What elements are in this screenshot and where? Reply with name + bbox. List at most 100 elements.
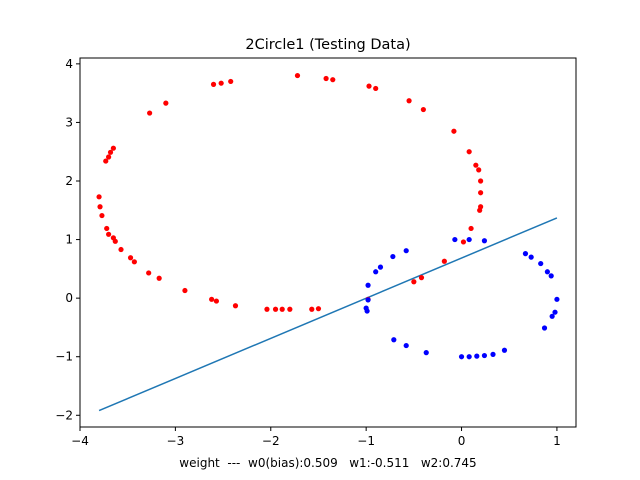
data-point-series-1-9 bbox=[373, 269, 379, 275]
y-tick-label-0: −2 bbox=[55, 408, 73, 422]
data-point-series-1-20 bbox=[391, 337, 397, 343]
data-point-series-1-23 bbox=[501, 347, 508, 353]
data-point-series-0-39 bbox=[418, 275, 425, 281]
data-point-series-0-4 bbox=[218, 80, 224, 86]
x-tick-label-0: −4 bbox=[71, 434, 89, 448]
data-point-series-0-19 bbox=[476, 167, 482, 173]
data-point-series-1-17 bbox=[552, 309, 558, 315]
plot-area-frame bbox=[79, 57, 577, 428]
data-point-series-0-8 bbox=[163, 100, 169, 106]
x-axis-label: weight --- w0(bias):0.509 w1:-0.511 w2:0… bbox=[179, 456, 476, 470]
data-point-series-0-36 bbox=[441, 258, 447, 264]
x-tick-label-1: −3 bbox=[167, 434, 185, 448]
data-point-series-0-15 bbox=[106, 154, 112, 160]
data-point-series-0-46 bbox=[272, 306, 279, 312]
data-point-series-0-45 bbox=[264, 306, 270, 312]
data-point-series-0-47 bbox=[279, 306, 285, 312]
data-point-series-0-20 bbox=[478, 178, 484, 184]
data-point-series-0-21 bbox=[478, 190, 484, 196]
y-axis-ticks: −2 −1 0 1 2 3 4 bbox=[55, 57, 80, 422]
data-point-series-0-11 bbox=[147, 110, 153, 116]
data-point-series-1-14 bbox=[554, 296, 560, 302]
decision-boundary-line bbox=[98, 217, 558, 412]
data-point-series-0-41 bbox=[182, 287, 188, 294]
data-point-series-0-32 bbox=[460, 239, 467, 245]
data-point-series-0-22 bbox=[96, 194, 102, 200]
data-point-series-1-7 bbox=[538, 260, 544, 267]
data-point-series-1-8 bbox=[377, 264, 384, 270]
data-point-series-0-34 bbox=[127, 255, 134, 261]
data-point-series-1-24 bbox=[490, 351, 496, 357]
data-point-series-1-13 bbox=[365, 297, 371, 303]
y-tick-label-6: 4 bbox=[65, 57, 73, 71]
data-point-series-0-1 bbox=[323, 75, 329, 82]
data-point-series-1-0 bbox=[452, 236, 458, 243]
data-points-layer bbox=[96, 72, 560, 360]
x-tick-label-5: 1 bbox=[553, 434, 561, 448]
data-point-series-0-13 bbox=[110, 145, 116, 151]
data-point-series-0-14 bbox=[107, 149, 114, 155]
data-point-series-0-26 bbox=[99, 212, 105, 219]
data-point-series-1-18 bbox=[549, 313, 555, 319]
data-point-series-1-28 bbox=[458, 354, 465, 360]
data-point-series-0-43 bbox=[213, 298, 219, 304]
data-point-series-1-22 bbox=[423, 350, 429, 356]
data-point-series-1-25 bbox=[481, 352, 488, 359]
data-point-series-0-38 bbox=[156, 275, 162, 281]
x-tick-label-3: −1 bbox=[357, 434, 375, 448]
data-point-series-0-42 bbox=[209, 296, 215, 302]
data-point-series-1-5 bbox=[522, 251, 529, 257]
data-point-series-1-6 bbox=[528, 254, 534, 260]
data-point-series-0-49 bbox=[309, 306, 315, 312]
data-point-series-1-27 bbox=[466, 354, 472, 360]
data-point-series-0-50 bbox=[315, 306, 322, 312]
data-point-series-0-0 bbox=[294, 72, 301, 79]
x-tick-label-2: −2 bbox=[262, 434, 280, 448]
data-point-series-0-33 bbox=[118, 246, 124, 253]
y-tick-label-2: 0 bbox=[65, 291, 73, 305]
data-point-series-0-17 bbox=[466, 149, 472, 155]
data-point-series-0-37 bbox=[146, 270, 152, 276]
data-point-series-0-25 bbox=[477, 207, 483, 213]
data-point-series-0-30 bbox=[112, 238, 118, 244]
data-point-series-0-10 bbox=[420, 106, 426, 113]
data-point-series-1-26 bbox=[474, 353, 480, 359]
y-tick-label-5: 3 bbox=[65, 115, 73, 129]
data-point-series-0-48 bbox=[287, 306, 293, 312]
decision-boundary-layer bbox=[98, 217, 558, 412]
chart-title: 2Circle1 (Testing Data) bbox=[245, 37, 410, 53]
data-point-series-1-16 bbox=[364, 308, 370, 314]
data-point-series-0-18 bbox=[473, 162, 479, 168]
data-point-series-0-27 bbox=[104, 225, 110, 232]
data-point-series-0-2 bbox=[330, 77, 336, 83]
y-tick-label-3: 1 bbox=[65, 233, 73, 247]
data-point-series-0-35 bbox=[131, 259, 137, 265]
data-point-series-0-9 bbox=[406, 98, 412, 104]
data-point-series-1-4 bbox=[390, 253, 396, 260]
x-axis-ticks: −4 −3 −2 −1 0 1 bbox=[71, 427, 561, 448]
data-point-series-0-16 bbox=[103, 158, 109, 164]
data-point-series-1-10 bbox=[544, 269, 550, 275]
data-point-series-1-21 bbox=[403, 342, 409, 349]
x-tick-label-4: 0 bbox=[458, 434, 466, 448]
data-point-series-0-12 bbox=[451, 128, 457, 134]
data-point-series-0-31 bbox=[468, 225, 474, 232]
data-point-series-0-23 bbox=[97, 204, 103, 210]
data-point-series-1-11 bbox=[548, 273, 554, 279]
y-tick-label-4: 2 bbox=[65, 174, 73, 188]
data-point-series-0-44 bbox=[232, 303, 239, 309]
data-point-series-1-3 bbox=[403, 248, 409, 254]
data-point-series-1-1 bbox=[466, 236, 472, 243]
data-point-series-1-2 bbox=[481, 238, 488, 244]
data-point-series-0-7 bbox=[373, 85, 379, 92]
data-point-series-1-12 bbox=[365, 282, 371, 288]
data-point-series-0-28 bbox=[106, 231, 112, 237]
data-point-series-0-5 bbox=[210, 81, 217, 87]
y-tick-label-1: −1 bbox=[55, 350, 73, 364]
data-point-series-0-40 bbox=[411, 279, 417, 285]
data-point-series-0-6 bbox=[366, 83, 372, 89]
data-point-series-1-19 bbox=[541, 325, 548, 331]
data-point-series-0-3 bbox=[228, 78, 234, 85]
